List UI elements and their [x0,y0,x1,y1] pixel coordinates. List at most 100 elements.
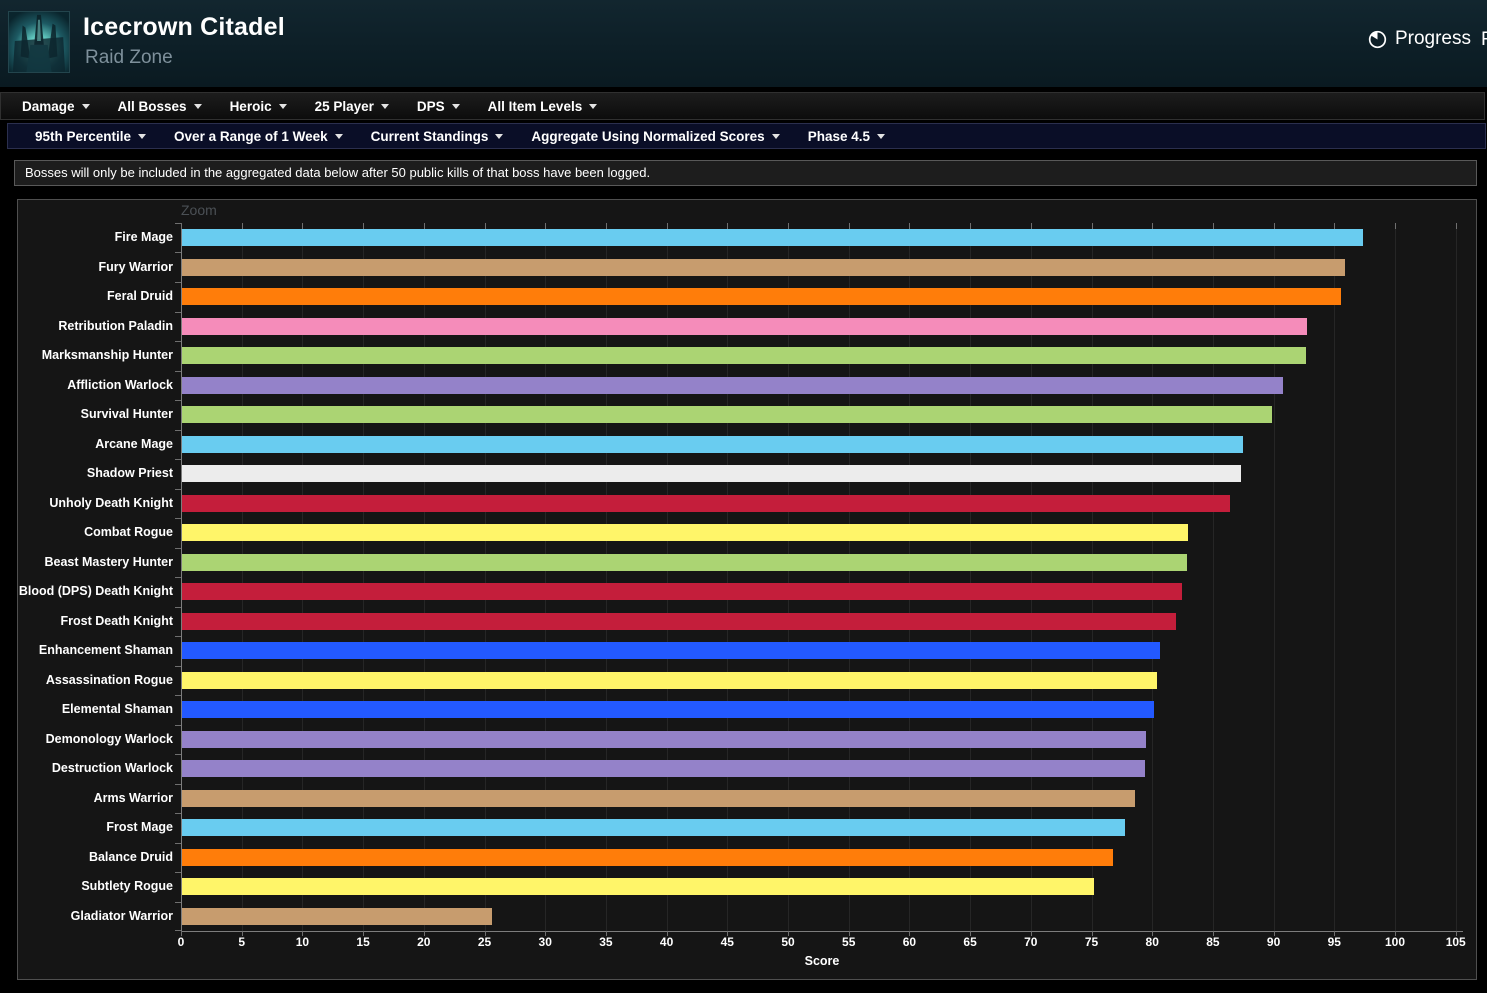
nav-dropdown-95th-percentile[interactable]: 95th Percentile [21,124,160,148]
bar-demonology-warlock[interactable] [182,730,1146,748]
x-tick-label: 95 [1327,935,1341,949]
axis-tick [1152,931,1154,936]
nav-dropdown-aggregate-using-normalized-scores[interactable]: Aggregate Using Normalized Scores [517,124,793,148]
category-tick [175,724,181,726]
x-tick-label: 80 [1145,935,1159,949]
nav-dropdown-damage[interactable]: Damage [8,93,104,119]
chart-row [181,371,1463,401]
page-title: Icecrown Citadel [83,13,285,41]
bar-retribution-paladin[interactable] [182,317,1308,335]
bar-balance-druid[interactable] [182,848,1114,866]
gridline [909,223,911,931]
axis-tick [302,223,304,229]
bar-frost-death-knight[interactable] [182,612,1177,630]
caret-down-icon [138,133,147,139]
gridline [484,223,486,931]
plot-area: Score 0 5 10 15 20 25 30 35 40 45 50 55 60 65 70 75 80 85… [175,223,1466,968]
chart-row [181,843,1463,873]
bar-marksmanship-hunter[interactable] [182,347,1307,364]
chart-row [181,754,1463,784]
nav-dropdown-dps[interactable]: DPS [403,93,474,119]
bar-survival-hunter[interactable] [182,406,1273,423]
axis-tick [484,931,486,936]
bar-unholy-death-knight[interactable] [182,494,1230,512]
category-tick [175,783,181,785]
bar-fury-warrior[interactable] [182,258,1346,276]
label-fury-warrior: Fury Warrior [98,259,173,274]
nav-dropdown-25-player[interactable]: 25 Player [301,93,403,119]
bar-blood-dps-death-knight[interactable] [182,583,1183,600]
bar-frost-mage[interactable] [182,819,1126,836]
category-tick [175,252,181,254]
x-axis-title: Score [804,954,840,968]
gridline [302,223,304,931]
label-frost-mage: Frost Mage [106,820,173,834]
bar-assassination-rogue[interactable] [182,671,1157,689]
nav-dropdown-current-standings[interactable]: Current Standings [357,124,518,148]
bar-affliction-warlock[interactable] [182,376,1284,394]
nav-dropdown-over-a-range-of-1-week[interactable]: Over a Range of 1 Week [160,124,357,148]
bar-destruction-warlock[interactable] [182,760,1145,777]
bar-subtlety-rogue[interactable] [182,878,1094,895]
bar-arms-warrior[interactable] [182,789,1135,807]
caret-down-icon [589,103,598,109]
progress-link[interactable]: Progress [1368,28,1471,50]
gridline [545,223,547,931]
bar-enhancement-shaman[interactable] [182,642,1161,659]
nav-dropdown-phase-4-5[interactable]: Phase 4.5 [794,124,899,148]
bar-gladiator-warrior[interactable] [182,907,492,925]
category-tick [175,311,181,313]
rankings-chart: Zoom Fire Mage Fury Warrior Feral Druid Ret… [17,199,1477,980]
x-axis-line [181,931,1463,932]
axis-tick [545,931,547,936]
x-tick-label: 50 [781,935,795,949]
category-tick [175,872,181,873]
chart-row [181,813,1463,843]
axis-tick [666,931,668,936]
x-tick-label: 20 [417,935,431,949]
caret-down-icon [380,103,389,109]
nav-dropdown-heroic[interactable]: Heroic [216,93,301,119]
bar-shadow-priest[interactable] [182,465,1241,482]
nav-dropdown-all-bosses[interactable]: All Bosses [104,93,216,119]
axis-tick [1212,931,1214,936]
axis-tick [363,223,365,229]
axis-tick [181,931,182,936]
bar-combat-rogue[interactable] [182,524,1189,541]
notice-text: Bosses will only be included in the aggr… [25,165,651,180]
nav-dropdown-all-item-levels[interactable]: All Item Levels [474,93,612,119]
caret-down-icon [495,133,504,139]
label-retribution-paladin: Retribution Paladin [58,318,173,333]
bar-beast-mastery-hunter[interactable] [182,553,1188,571]
bar-fire-mage[interactable] [182,229,1364,246]
axis-tick [666,223,668,229]
chart-row [181,607,1463,637]
bar-arcane-mage[interactable] [182,435,1244,453]
label-balance-druid: Balance Druid [88,849,173,864]
axis-tick [909,223,911,229]
gridline [1030,223,1032,931]
category-tick [175,400,181,401]
clipped-nav-link[interactable]: R [1481,29,1487,51]
chart-row [181,548,1463,578]
label-combat-rogue: Combat Rogue [84,525,173,539]
bar-feral-druid[interactable] [182,288,1342,305]
caret-down-icon [81,103,90,109]
axis-tick [423,223,425,229]
caret-down-icon [771,133,780,139]
chart-row [181,341,1463,371]
gridline [970,223,972,931]
axis-tick [1395,931,1396,936]
caret-down-icon [451,103,460,109]
gridline [1334,223,1336,931]
category-tick [175,223,181,224]
bar-elemental-shaman[interactable] [182,701,1155,718]
axis-tick [970,931,972,936]
axis-tick [970,223,972,229]
x-tick-label: 45 [720,935,734,949]
x-tick-label: 30 [538,935,552,949]
category-tick [175,518,181,519]
category-tick [175,754,181,755]
label-fire-mage: Fire Mage [114,230,173,244]
category-tick [175,547,181,549]
